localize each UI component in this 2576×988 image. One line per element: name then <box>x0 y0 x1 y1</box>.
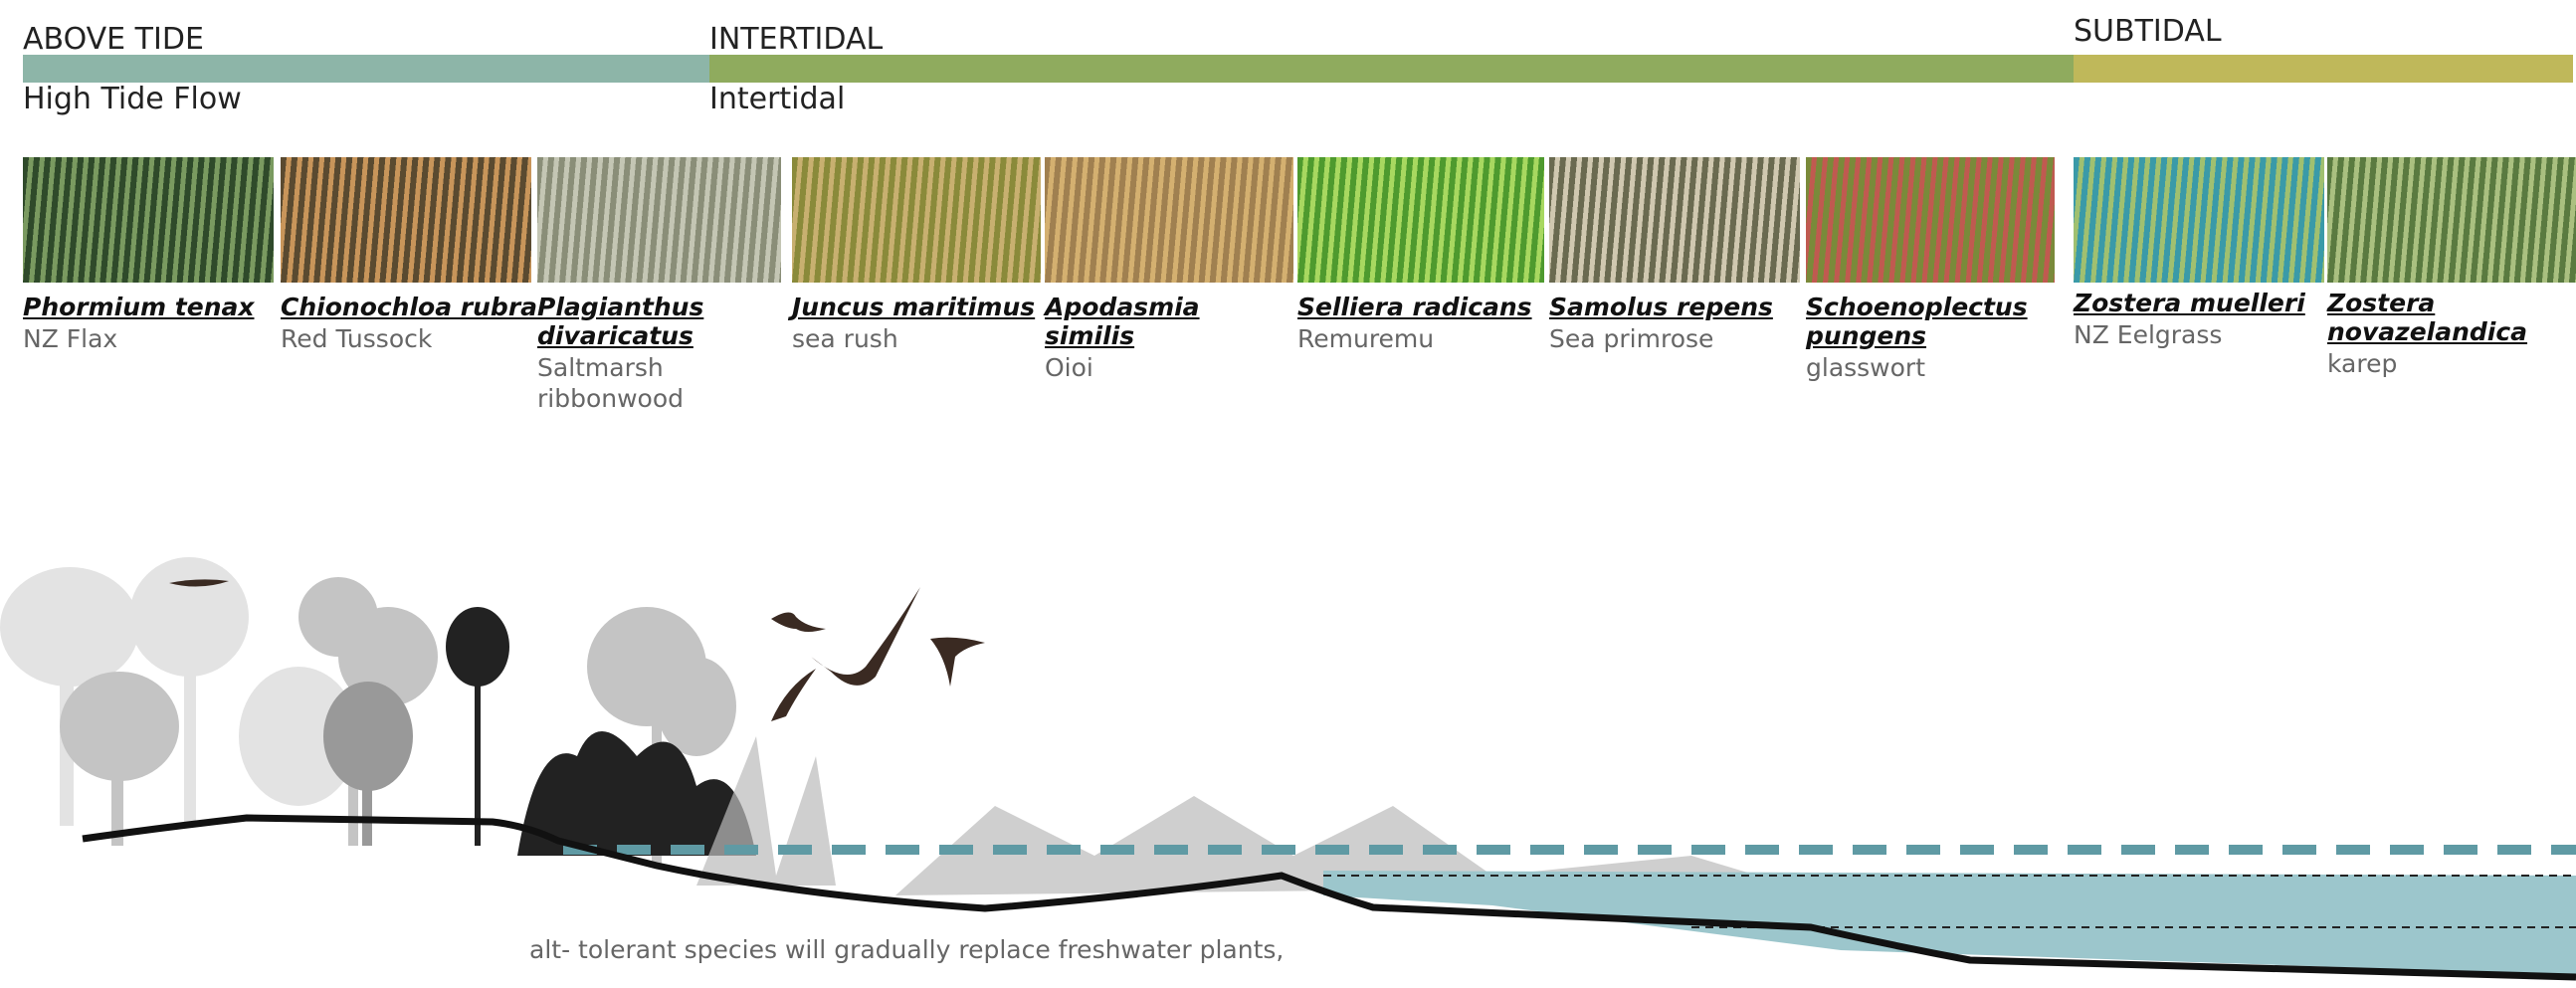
species-latin-name: Samolus repens <box>1549 293 1800 321</box>
zone-bar <box>709 55 2074 83</box>
species-common-name: karep <box>2327 348 2576 379</box>
caption: alt- tolerant species will gradually rep… <box>529 935 1284 964</box>
species-photo <box>1549 157 1800 283</box>
species-photo <box>1297 157 1544 283</box>
zone-bar <box>2074 55 2573 83</box>
species-common-name: Oioi <box>1045 352 1293 383</box>
species-latin-name: Apodasmia similis <box>1045 293 1293 350</box>
species-common-name: NZ Flax <box>23 323 274 354</box>
zone-bar <box>23 55 709 83</box>
species-photo <box>281 157 531 283</box>
species-latin-name: Zostera novazelandica <box>2327 289 2576 346</box>
species-latin-name: Plagianthus divaricatus <box>537 293 781 350</box>
species-common-name: NZ Eelgrass <box>2074 319 2324 350</box>
zone-sublabel: High Tide Flow <box>23 82 242 116</box>
marsh-grass <box>696 736 1791 895</box>
species-photo <box>1806 157 2055 283</box>
species-latin-name: Chionochloa rubra <box>281 293 579 321</box>
zone-label: SUBTIDAL <box>2074 14 2222 49</box>
species-common-name: Remuremu <box>1297 323 1544 354</box>
species-common-name: Saltmarsh ribbonwood <box>537 352 706 414</box>
zone-sublabel: Intertidal <box>709 82 845 116</box>
species-latin-name: Phormium tenax <box>23 293 274 321</box>
species-photo <box>23 157 274 283</box>
zone-label: ABOVE TIDE <box>23 22 204 57</box>
species-common-name: Sea primrose <box>1549 323 1800 354</box>
species-photo <box>537 157 781 283</box>
species-latin-name: Juncus maritimus <box>792 293 1041 321</box>
species-common-name: sea rush <box>792 323 1041 354</box>
species-latin-name: Zostera muelleri <box>2074 289 2324 317</box>
page: {"zones": [ {"label": "ABOVE TIDE", "sub… <box>0 0 2576 988</box>
species-photo <box>792 157 1041 283</box>
zone-label: INTERTIDAL <box>709 22 883 57</box>
species-photo <box>2327 157 2576 283</box>
section-illustration <box>0 557 2576 988</box>
species-latin-name: Selliera radicans <box>1297 293 1544 321</box>
species-photo <box>1045 157 1293 283</box>
species-photo <box>2074 157 2324 283</box>
species-common-name: glasswort <box>1806 352 2055 383</box>
species-latin-name: Schoenoplectus pungens <box>1806 293 2055 350</box>
species-common-name: Red Tussock <box>281 323 531 354</box>
